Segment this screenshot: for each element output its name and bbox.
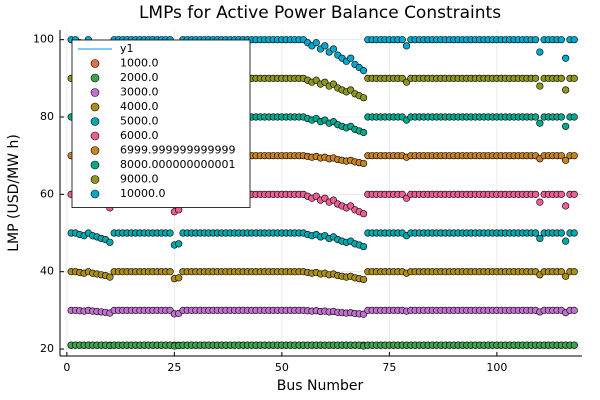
legend-label: 10000.0: [120, 187, 166, 200]
point: [359, 210, 368, 218]
point: [570, 268, 578, 276]
point: [557, 190, 565, 198]
point: [562, 237, 570, 245]
legend-swatch: [90, 146, 100, 155]
x-axis-label: Bus Number: [277, 378, 364, 394]
legend-label: 9000.0: [120, 173, 159, 186]
legend-swatch: [90, 73, 100, 83]
point: [321, 42, 329, 50]
legend-label: 2000.0: [120, 71, 159, 84]
y-tick-label: 80: [40, 110, 54, 123]
x-tick-label: 0: [63, 361, 70, 374]
x-tick-label: 100: [486, 361, 507, 374]
x-tick-label: 50: [275, 361, 289, 374]
point: [536, 234, 544, 243]
legend-label: 8000.000000000001: [120, 158, 235, 171]
series: [67, 341, 578, 350]
point: [312, 39, 320, 47]
series: [67, 229, 578, 251]
legend-swatch: [90, 102, 100, 112]
y-tick-label: 20: [40, 342, 54, 355]
point: [536, 48, 544, 56]
chart-title: LMPs for Active Power Balance Constraint…: [139, 3, 501, 23]
point: [562, 156, 570, 164]
point: [106, 238, 114, 246]
series: [67, 268, 578, 284]
point: [398, 36, 406, 44]
y-tick-label: 40: [40, 265, 54, 278]
legend-swatch: [90, 131, 100, 141]
x-tick-label: 25: [167, 361, 181, 374]
legend-swatch: [90, 59, 100, 68]
point: [570, 306, 578, 314]
point: [402, 42, 411, 50]
point: [562, 86, 570, 94]
point: [570, 341, 578, 349]
series: [67, 36, 578, 75]
point: [175, 240, 183, 248]
legend-label: 5000.0: [120, 115, 159, 128]
point: [531, 113, 540, 121]
legend-swatch: [90, 175, 100, 184]
point: [359, 67, 368, 75]
point: [536, 82, 544, 90]
point: [166, 229, 174, 237]
legend-swatch: [90, 117, 100, 126]
point: [557, 74, 565, 82]
legend-swatch: [90, 88, 100, 97]
point: [359, 128, 368, 137]
legend-label: 4000.0: [120, 100, 159, 113]
point: [562, 272, 570, 280]
point: [359, 159, 368, 168]
point: [562, 202, 570, 210]
legend-label: 6999.999999999999: [120, 144, 235, 157]
legend-label: 1000.0: [120, 57, 159, 70]
point: [531, 190, 540, 198]
legend-label: 3000.0: [120, 86, 159, 99]
point: [570, 229, 578, 237]
point: [570, 74, 578, 82]
point: [106, 273, 114, 281]
point: [557, 229, 565, 237]
y-tick-label: 60: [40, 187, 54, 200]
point: [329, 45, 338, 53]
point: [557, 268, 565, 276]
y-tick-label: 100: [33, 33, 54, 46]
x-tick-label: 75: [382, 361, 396, 374]
point: [536, 119, 544, 127]
point: [570, 190, 578, 198]
point: [557, 36, 565, 44]
point: [562, 122, 570, 130]
point: [562, 54, 570, 62]
series: [67, 306, 578, 318]
legend-label: 6000.0: [120, 129, 159, 142]
point: [166, 268, 174, 276]
legend-label: y1: [120, 42, 134, 55]
point: [531, 229, 540, 237]
point: [531, 36, 540, 44]
point: [570, 152, 578, 160]
legend-box: [71, 39, 251, 208]
point: [359, 94, 368, 102]
point: [570, 113, 578, 121]
point: [531, 74, 540, 82]
point: [570, 36, 578, 44]
point: [359, 275, 368, 284]
point: [359, 242, 368, 251]
legend-swatch: [90, 189, 100, 199]
point: [536, 198, 544, 206]
point: [347, 54, 355, 62]
legend-swatch: [90, 160, 100, 170]
point: [557, 113, 565, 121]
point: [557, 152, 565, 160]
y-axis-label: LMP (USD/MW h): [6, 134, 22, 252]
point: [175, 274, 183, 282]
